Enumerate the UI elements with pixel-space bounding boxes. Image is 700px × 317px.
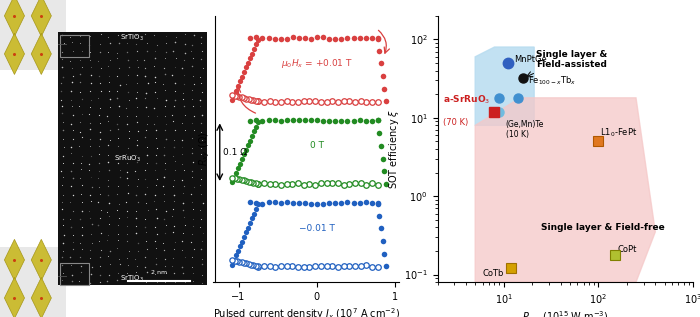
Y-axis label: $R_{xy}$ (Ω): $R_{xy}$ (Ω)	[198, 132, 212, 166]
Text: Single layer &
Field-assisted: Single layer & Field-assisted	[536, 50, 608, 69]
Text: L1$_0$-FePt: L1$_0$-FePt	[601, 126, 638, 139]
Text: 2 nm: 2 nm	[151, 270, 167, 275]
Bar	[58, 32, 206, 285]
Text: CoTb: CoTb	[483, 269, 504, 278]
Text: SrTiO$_3$: SrTiO$_3$	[120, 274, 144, 284]
Polygon shape	[32, 239, 51, 281]
Bar	[60, 263, 89, 285]
Polygon shape	[32, 277, 51, 317]
Text: $\mu_0 H_x$ = +0.01 T: $\mu_0 H_x$ = +0.01 T	[281, 57, 353, 70]
Text: (Ge,Mn)Te
(10 K): (Ge,Mn)Te (10 K)	[505, 120, 544, 139]
Text: SrRuO$_3$: SrRuO$_3$	[113, 153, 141, 164]
Polygon shape	[475, 98, 655, 282]
Text: Single layer & Field-free: Single layer & Field-free	[541, 223, 665, 232]
Text: SrTiO$_3$: SrTiO$_3$	[120, 33, 144, 43]
X-axis label: $P_{SW}$ (10$^{15}$ W m$^{-3}$): $P_{SW}$ (10$^{15}$ W m$^{-3}$)	[522, 310, 608, 317]
Polygon shape	[32, 0, 51, 36]
Text: 0 T: 0 T	[310, 141, 324, 150]
Text: (70 K): (70 K)	[443, 118, 468, 127]
Polygon shape	[32, 33, 51, 74]
Bar	[0, 247, 66, 317]
Bar	[60, 35, 89, 57]
Polygon shape	[4, 277, 25, 317]
Y-axis label: SOT efficiency $\xi$: SOT efficiency $\xi$	[387, 109, 401, 189]
X-axis label: Pulsed current density $J_x$ (10$^7$ A cm$^{-2}$): Pulsed current density $J_x$ (10$^7$ A c…	[213, 306, 400, 317]
Text: Fe$_{100-x}$Tb$_x$: Fe$_{100-x}$Tb$_x$	[528, 74, 576, 87]
Text: a-SrRuO$_3$: a-SrRuO$_3$	[443, 94, 491, 107]
Polygon shape	[4, 239, 25, 281]
Bar	[0, 0, 66, 70]
Text: −0.01 T: −0.01 T	[299, 224, 335, 233]
Text: 0.1 Ω: 0.1 Ω	[223, 148, 247, 157]
Polygon shape	[4, 0, 25, 36]
Text: MnPtGe: MnPtGe	[514, 55, 547, 64]
Text: CoPt: CoPt	[617, 245, 637, 254]
Polygon shape	[475, 47, 534, 126]
Polygon shape	[4, 33, 25, 74]
